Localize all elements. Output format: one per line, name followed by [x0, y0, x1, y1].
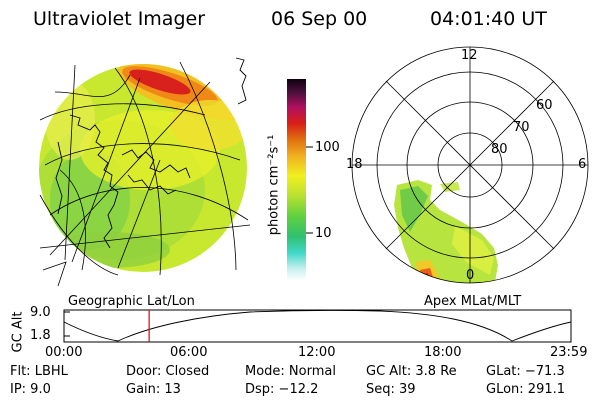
- timeline-xtick-0600: 06:00: [170, 345, 208, 360]
- info-gain: Gain: 13: [126, 382, 181, 397]
- colorbar-tick-100: 100: [315, 140, 340, 155]
- date-label: 06 Sep 00: [271, 8, 368, 30]
- lat-label-80: 80: [491, 142, 508, 157]
- colorbar-tick-10: 10: [315, 226, 332, 241]
- info-gc-alt: GC Alt: 3.8 Re: [366, 364, 457, 379]
- timeline-ytick-1-8: 1.8: [30, 328, 51, 343]
- info-ip: IP: 9.0: [10, 382, 51, 397]
- mlt-label-6: 6: [578, 157, 587, 172]
- timeline-ylabel: GC Alt: [10, 311, 26, 353]
- lat-label-60: 60: [536, 98, 553, 113]
- info-door: Door: Closed: [126, 364, 210, 379]
- timeline-ytick-9: 9.0: [30, 305, 51, 320]
- timeline-xtick-2359: 23:59: [550, 345, 588, 360]
- polar-caption: Apex MLat/MLT: [424, 294, 522, 309]
- mlt-label-0: 0: [466, 268, 475, 283]
- mlt-label-12: 12: [461, 48, 478, 63]
- info-dsp: Dsp: −12.2: [245, 382, 319, 397]
- info-seq: Seq: 39: [366, 382, 416, 397]
- info-glon: GLon: 291.1: [486, 382, 566, 397]
- timeline-xtick-1200: 12:00: [298, 345, 336, 360]
- timeline-xtick-0000: 00:00: [45, 345, 83, 360]
- timeline-xtick-1800: 18:00: [424, 345, 462, 360]
- info-glat: GLat: −71.3: [486, 364, 565, 379]
- mlt-label-18: 18: [346, 157, 363, 172]
- time-label: 04:01:40 UT: [430, 8, 547, 30]
- info-mode: Mode: Normal: [245, 364, 336, 379]
- lat-label-70: 70: [513, 120, 530, 135]
- instrument-title: Ultraviolet Imager: [33, 8, 206, 30]
- geo-caption: Geographic Lat/Lon: [68, 294, 195, 309]
- info-filter: Flt: LBHL: [10, 364, 68, 379]
